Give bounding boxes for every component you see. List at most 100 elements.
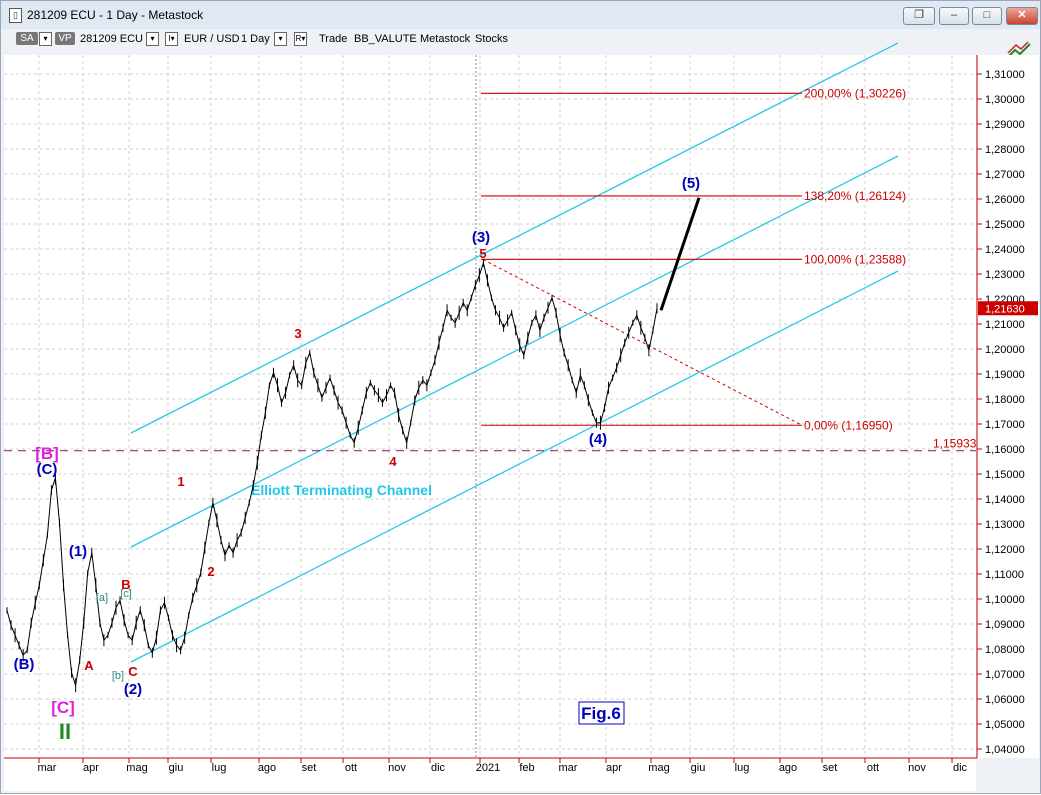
channel-line-1 — [130, 42, 899, 434]
x-tick-label: lug — [212, 762, 227, 774]
y-ticks: 1,04000 1,05000 1,06000 1,07000 1,08000 1,090… — [977, 69, 1038, 756]
wave-label-1: 1 — [177, 474, 184, 489]
reference-line: 1,15933 — [4, 437, 977, 452]
x-tick-label: ott — [345, 762, 357, 774]
wave-label-C-minor: (C) — [37, 461, 58, 478]
channel-line-2 — [130, 155, 899, 548]
x-tick-label: dic — [431, 762, 446, 774]
x-tick-label: 2021 — [476, 762, 500, 774]
fig-label: Fig.6 — [581, 704, 621, 723]
channel-line-3 — [130, 270, 899, 663]
y-axis-panel — [977, 55, 1039, 758]
fib-levels: 200,00% (1,30226) 138,20% (1,26124) 100,00… — [481, 86, 906, 432]
r-dropdown-icon[interactable]: R▾ — [294, 32, 307, 46]
projection-line — [659, 197, 701, 311]
wave-label-1-minor: (1) — [69, 543, 87, 560]
metastock-label: Metastock — [420, 33, 471, 45]
symbol-dropdown-icon[interactable]: ▾ — [146, 32, 159, 46]
y-tick-label: 1,13000 — [985, 519, 1025, 531]
plot-area — [4, 55, 976, 758]
price-line — [6, 260, 658, 686]
x-tick-label: set — [302, 762, 317, 774]
x-ticks: mar apr mag giu lug ago set ott nov dic 2021 feb mar… — [38, 758, 968, 774]
x-tick-label: nov — [388, 762, 406, 774]
x-axis-panel — [4, 758, 976, 791]
x-tick-label: ago — [779, 762, 797, 774]
wave-label-II: II — [59, 719, 71, 744]
last-price-label: 1,21630 — [985, 303, 1025, 315]
x-tick-label: apr — [83, 762, 99, 774]
wave-label-A: A — [84, 658, 94, 673]
restore-icon[interactable]: ❐ — [903, 7, 935, 25]
close-icon[interactable]: ✕ — [1006, 7, 1038, 25]
fib-label: 200,00% (1,30226) — [804, 86, 906, 100]
document-icon: ▯ — [9, 8, 22, 23]
y-tick-label: 1,27000 — [985, 169, 1025, 181]
x-tick-label: nov — [908, 762, 926, 774]
minimize-icon[interactable]: – — [939, 7, 969, 25]
y-tick-label: 1,21000 — [985, 319, 1025, 331]
wave-label-3-minor: (3) — [472, 229, 490, 246]
x-tick-label: giu — [691, 762, 706, 774]
grid — [4, 55, 976, 757]
fib-label: 100,00% (1,23588) — [804, 252, 906, 266]
y-tick-label: 1,20000 — [985, 344, 1025, 356]
y-tick-label: 1,08000 — [985, 644, 1025, 656]
wave-labels: [B](C) (B) [C] II (1) (2) (3) (4) (5) A B C 1 2 3 4 5 [a]… — [14, 175, 701, 744]
vp-tag[interactable]: VP — [55, 32, 75, 45]
wave-label-4: 4 — [389, 454, 397, 469]
wave-label-c-sub: [c] — [120, 588, 132, 600]
y-tick-label: 1,31000 — [985, 69, 1025, 81]
fib-label: 138,20% (1,26124) — [804, 189, 906, 203]
y-tick-label: 1,25000 — [985, 219, 1025, 231]
wave-label-B: B — [121, 577, 130, 592]
wave-label-2: 2 — [207, 564, 214, 579]
window-title: 281209 ECU - 1 Day - Metastock — [27, 8, 204, 22]
stocks-label: Stocks — [475, 33, 509, 45]
y-tick-label: 1,16000 — [985, 444, 1025, 456]
y-tick-label: 1,05000 — [985, 719, 1025, 731]
y-tick-label: 1,19000 — [985, 369, 1025, 381]
wave-label-3: 3 — [294, 326, 301, 341]
y-tick-label: 1,24000 — [985, 244, 1025, 256]
x-tick-label: set — [823, 762, 838, 774]
y-tick-label: 1,18000 — [985, 394, 1025, 406]
maximize-icon[interactable]: □ — [972, 7, 1002, 25]
interval-dropdown-icon[interactable]: I▾ — [165, 32, 178, 46]
y-tick-label: 1,29000 — [985, 119, 1025, 131]
x-tick-label: feb — [519, 762, 534, 774]
y-tick-label: 1,30000 — [985, 94, 1025, 106]
wave-label-a-sub: [a] — [96, 592, 108, 604]
y-tick-label: 1,26000 — [985, 194, 1025, 206]
wave-label-B-minor: (B) — [14, 656, 35, 673]
y-tick-label: 1,14000 — [985, 494, 1025, 506]
y-tick-label: 1,07000 — [985, 669, 1025, 681]
wave-label-4-minor: (4) — [589, 431, 607, 448]
bb-label: BB_VALUTE — [354, 33, 417, 45]
wave-label-5-minor: (5) — [682, 175, 700, 192]
x-tick-label: mag — [648, 762, 669, 774]
x-tick-label: ago — [258, 762, 276, 774]
pair-label: EUR / USD — [184, 33, 240, 45]
wave-label-5: 5 — [479, 246, 486, 261]
y-tick-label: 1,15000 — [985, 469, 1025, 481]
wave-label-B-major: [B] — [35, 444, 59, 463]
wave-label-2-minor: (2) — [124, 681, 142, 698]
sa-tag[interactable]: SA — [16, 32, 38, 45]
sa-dropdown-icon[interactable]: ▾ — [39, 32, 52, 46]
elliott-channel: Elliott Terminating Channel — [130, 42, 899, 663]
price-series — [6, 197, 701, 693]
x-tick-label: mar — [559, 762, 578, 774]
x-tick-label: ott — [867, 762, 879, 774]
y-tick-label: 1,17000 — [985, 419, 1025, 431]
wave-label-C: C — [128, 664, 138, 679]
wave-label-C-major: [C] — [51, 698, 75, 717]
period-dropdown-icon[interactable]: ▾ — [274, 32, 287, 46]
fib-label: 0,00% (1,16950) — [804, 418, 893, 432]
y-tick-label: 1,06000 — [985, 694, 1025, 706]
y-tick-label: 1,04000 — [985, 744, 1025, 756]
channel-label: Elliott Terminating Channel — [251, 482, 432, 498]
symbol-label: 281209 ECU — [80, 33, 143, 45]
x-tick-label: dic — [953, 762, 968, 774]
